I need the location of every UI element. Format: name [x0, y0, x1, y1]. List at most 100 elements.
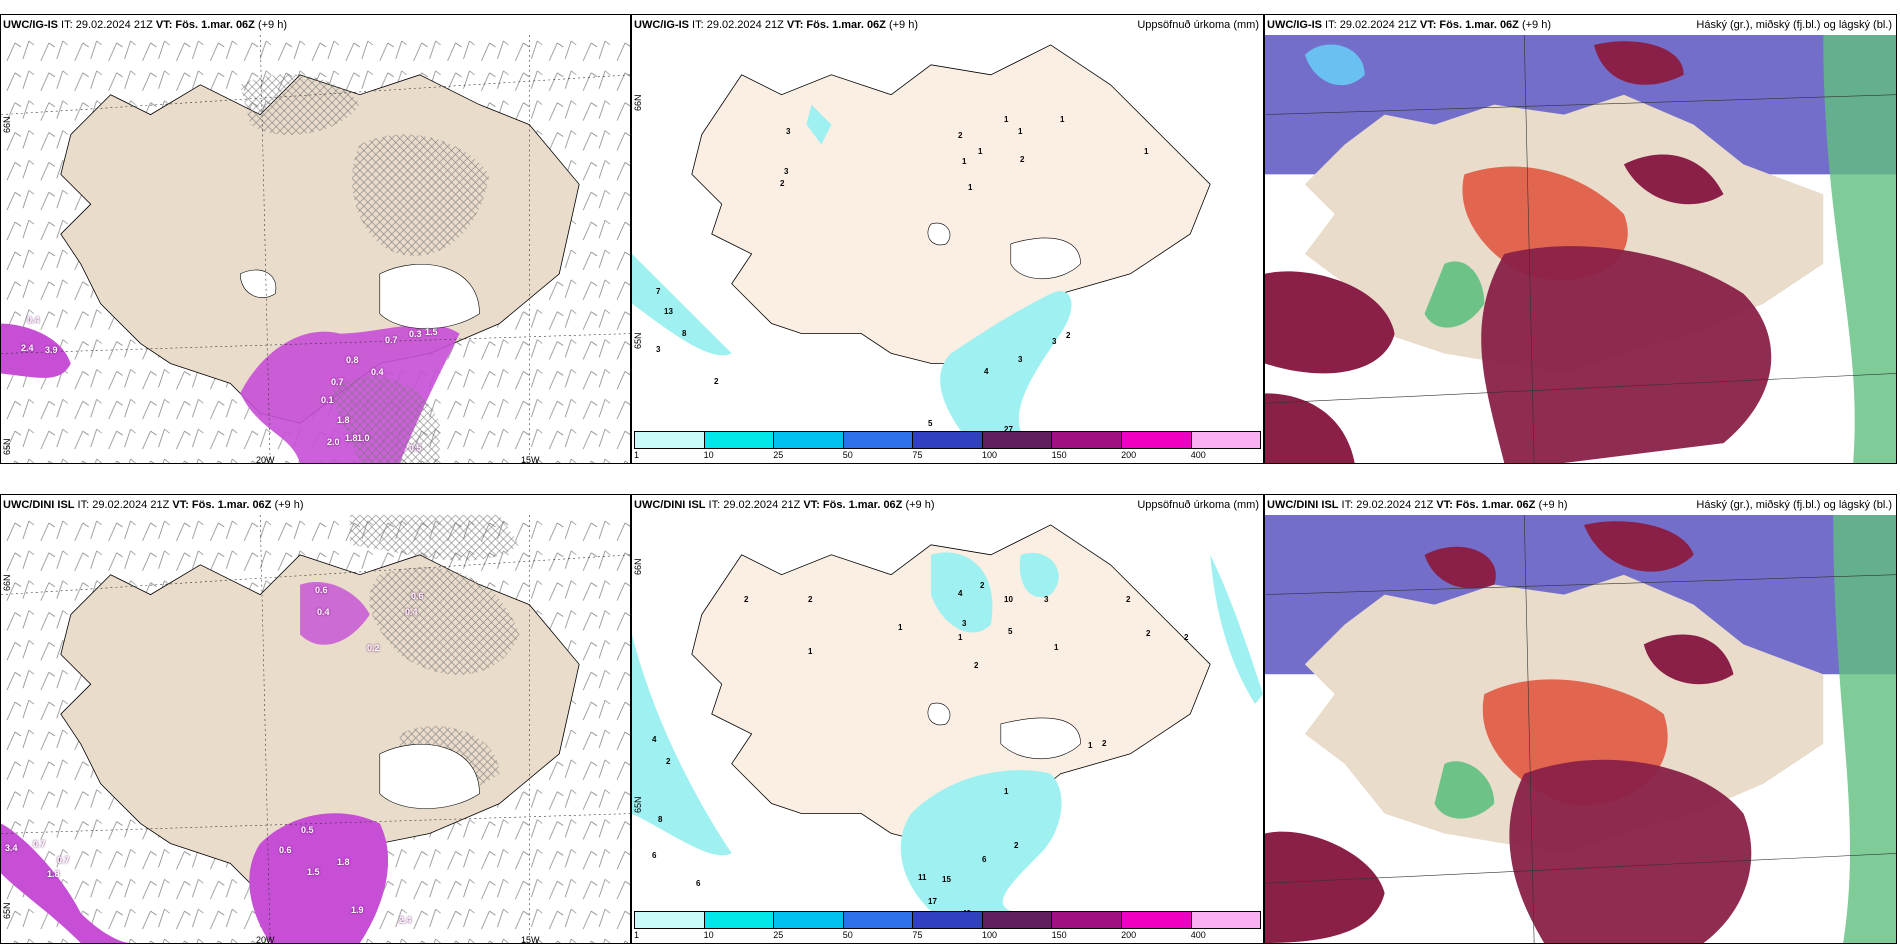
colorbar-segment: [843, 432, 914, 448]
value-label: 1: [978, 147, 983, 156]
valid-time: VT: Fös. 1.mar. 06Z: [1419, 19, 1519, 31]
value-label: 1.8: [337, 415, 350, 425]
valid-time: VT: Fös. 1.mar. 06Z: [786, 19, 886, 31]
init-time: IT: 29.02.2024 21Z: [705, 499, 804, 511]
colorbar-segment: [843, 912, 914, 928]
colorbar-segment: [982, 912, 1053, 928]
value-label: 3: [1044, 595, 1049, 604]
panel-header: UWC/IG-IS IT: 29.02.2024 21Z VT: Fös. 1.…: [3, 19, 287, 31]
value-label: 1: [898, 623, 903, 632]
value-label: 1: [1004, 115, 1009, 124]
init-time: IT: 29.02.2024 21Z: [74, 499, 173, 511]
colorbar-tick: 150: [1051, 930, 1067, 940]
value-label: 15: [942, 875, 951, 884]
model-name: UWC/DINI ISL: [3, 499, 75, 511]
init-time: IT: 29.02.2024 21Z: [58, 19, 156, 31]
value-label: 1: [1018, 127, 1023, 136]
value-label: 2.4: [399, 915, 412, 925]
panel-title: Háský (gr.), miðský (fj.bl.) og lágský (…: [1696, 19, 1892, 31]
valid-time: VT: Fös. 1.mar. 06Z: [155, 19, 255, 31]
value-label: 11: [918, 873, 927, 882]
init-time: IT: 29.02.2024 21Z: [1322, 19, 1420, 31]
colorbar-segment: [913, 912, 983, 928]
panel-header: UWC/IG-IS IT: 29.02.2024 21Z VT: Fös. 1.…: [1267, 19, 1551, 31]
lead-time: (+9 h): [1518, 19, 1552, 31]
value-label: 2: [980, 581, 985, 590]
value-label: 1: [1088, 741, 1093, 750]
value-label: 1: [968, 183, 973, 192]
colorbar-tick: 1: [634, 930, 640, 940]
panel-header: UWC/DINI ISL IT: 29.02.2024 21Z VT: Fös.…: [3, 499, 304, 511]
value-label: 6: [652, 851, 657, 860]
value-label: 2: [714, 377, 719, 386]
value-label: 7: [656, 287, 661, 296]
panel-title: Uppsöfnuð úrkoma (mm): [1137, 19, 1259, 31]
valid-time: VT: Fös. 1.mar. 06Z: [1436, 499, 1536, 511]
value-label: 0.5: [301, 825, 314, 835]
value-label: 6: [696, 879, 701, 888]
colorbar-tick: 75: [912, 930, 923, 940]
colorbar-tick: 50: [842, 930, 853, 940]
panel-title: Háský (gr.), miðský (fj.bl.) og lágský (…: [1696, 499, 1892, 511]
colorbar-ticks: 1 10 25 50 75 100 150 200 400: [634, 930, 1261, 942]
lat-label-65n: 65N: [2, 902, 12, 919]
init-time: IT: 29.02.2024 21Z: [1338, 499, 1437, 511]
colorbar-segment: [982, 432, 1053, 448]
value-label: 5: [928, 419, 933, 428]
value-label: 3.9: [45, 345, 58, 355]
map-wind-precip: [1, 35, 630, 463]
panel-bottom-middle: UWC/DINI ISL IT: 29.02.2024 21Z VT: Fös.…: [631, 494, 1264, 944]
value-label: 2: [808, 595, 813, 604]
colorbar-tick: 50: [842, 450, 853, 460]
panel-top-right: UWC/IG-IS IT: 29.02.2024 21Z VT: Fös. 1.…: [1264, 14, 1897, 464]
colorbar-tick: 100: [981, 450, 998, 460]
lead-time: (+9 h): [1535, 499, 1568, 511]
colorbar-segment: [1052, 432, 1122, 448]
lat-label-66n: 66N: [2, 116, 12, 133]
value-label: 3: [962, 619, 967, 628]
value-label: 0.3: [409, 329, 422, 339]
value-label: 4: [984, 367, 989, 376]
lon-label-15w: 15W: [521, 455, 540, 464]
panel-top-left: UWC/IG-IS IT: 29.02.2024 21Z VT: Fös. 1.…: [0, 14, 631, 464]
lead-time: (+9 h): [254, 19, 288, 31]
value-label: 0.1: [321, 395, 334, 405]
value-label: 10: [1004, 595, 1013, 604]
value-label: 1: [1004, 787, 1009, 796]
colorbar-tick: 100: [981, 930, 998, 940]
lat-label-65n: 65N: [633, 332, 643, 349]
value-label: 0.7: [33, 839, 46, 849]
value-label: 5: [1008, 627, 1013, 636]
value-label: 17: [928, 897, 937, 906]
value-label: 4: [652, 735, 657, 744]
value-label: 3: [1052, 337, 1057, 346]
value-label: 2.0: [327, 437, 340, 447]
lon-label-20w: 20W: [256, 935, 275, 944]
value-label: 0.6: [279, 845, 292, 855]
colorbar-segment: [704, 912, 775, 928]
lead-time: (+9 h): [885, 19, 919, 31]
colorbar-ticks: 1 10 25 50 75 100 150 200 400: [634, 450, 1261, 462]
value-label: 4: [958, 589, 963, 598]
value-label: 0.7: [385, 335, 398, 345]
colorbar-segment: [635, 432, 705, 448]
value-label: 3.4: [5, 843, 18, 853]
panel-header: UWC/DINI ISL IT: 29.02.2024 21Z VT: Fös.…: [1267, 499, 1568, 511]
value-label: 3: [656, 345, 661, 354]
value-label: 1: [1054, 643, 1059, 652]
map-cloud-cover: [1265, 35, 1896, 463]
value-label: 3: [786, 127, 791, 136]
value-label: 2: [1014, 841, 1019, 850]
init-time: IT: 29.02.2024 21Z: [689, 19, 787, 31]
value-label: 0.7: [331, 377, 344, 387]
panel-top-middle: UWC/IG-IS IT: 29.02.2024 21Z VT: Fös. 1.…: [631, 14, 1264, 464]
value-label: 27: [1004, 425, 1013, 434]
value-label: 2: [1020, 155, 1025, 164]
map-wind-precip: [1, 515, 630, 943]
panel-header: UWC/IG-IS IT: 29.02.2024 21Z VT: Fös. 1.…: [634, 19, 918, 31]
lat-label-66n: 66N: [633, 94, 643, 111]
value-label: 1: [1144, 147, 1149, 156]
lead-time: (+9 h): [902, 499, 935, 511]
colorbar: [634, 911, 1261, 929]
value-label: 1: [1060, 115, 1065, 124]
